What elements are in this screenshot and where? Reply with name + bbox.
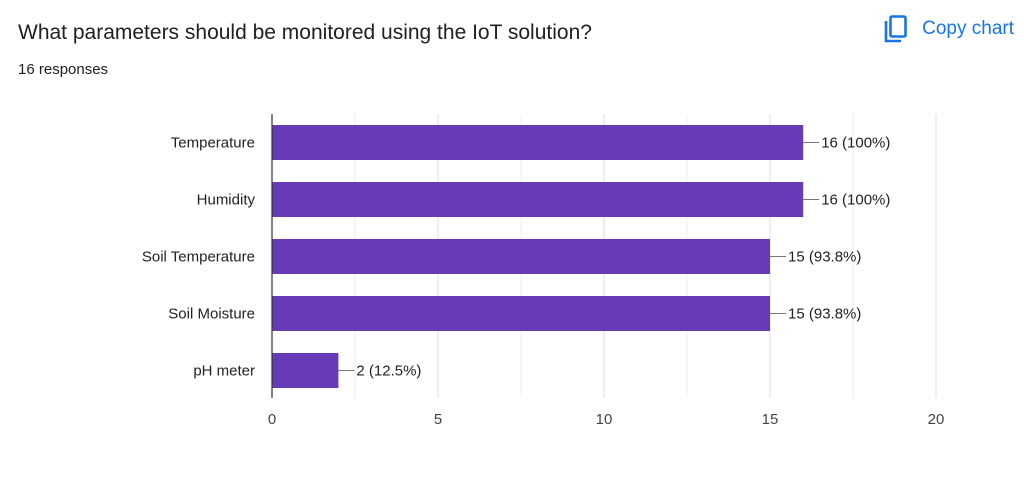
data-label: 16 (100%) — [821, 135, 890, 152]
data-label: 15 (93.8%) — [788, 249, 861, 266]
category-label: pH meter — [193, 363, 255, 380]
question-title: What parameters should be monitored usin… — [18, 21, 592, 44]
category-label: Soil Moisture — [168, 306, 255, 323]
copy-chart-label: Copy chart — [922, 18, 1014, 39]
bar — [272, 353, 339, 388]
category-label: Soil Temperature — [142, 249, 255, 266]
bar — [272, 239, 770, 274]
x-tick-label: 10 — [596, 411, 613, 428]
x-tick-label: 15 — [762, 411, 779, 428]
x-tick-label: 0 — [268, 411, 276, 428]
data-label: 15 (93.8%) — [788, 306, 861, 323]
category-label: Humidity — [197, 192, 256, 209]
copy-icon — [882, 14, 908, 44]
bar — [272, 182, 804, 217]
response-count: 16 responses — [18, 61, 109, 78]
category-label: Temperature — [171, 135, 255, 152]
bar — [272, 125, 804, 160]
copy-chart-button[interactable]: Copy chart — [882, 14, 1014, 44]
x-tick-label: 5 — [434, 411, 442, 428]
bar — [272, 296, 770, 331]
data-label: 2 (12.5%) — [356, 363, 421, 380]
data-label: 16 (100%) — [821, 192, 890, 209]
x-tick-label: 20 — [928, 411, 945, 428]
